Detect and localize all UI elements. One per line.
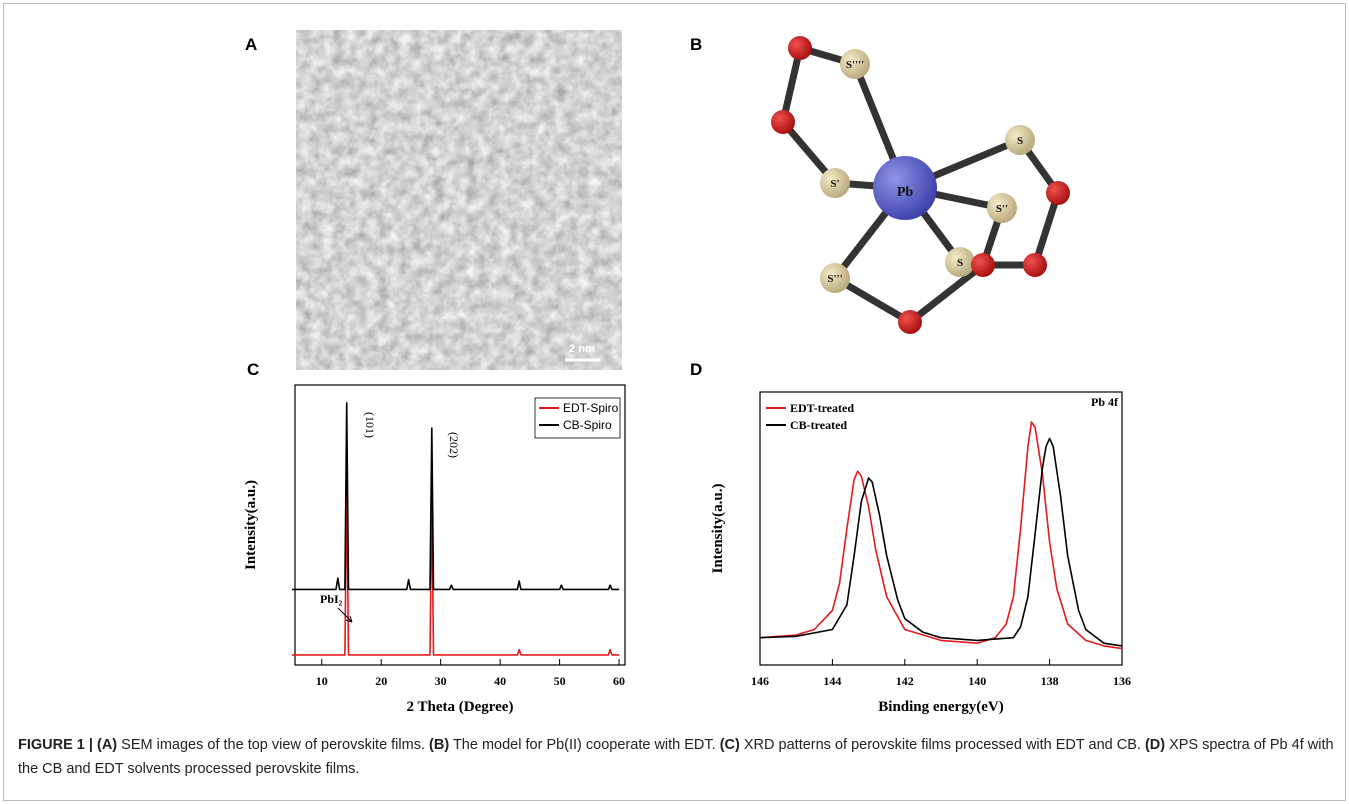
- x-tick-label: 10: [316, 674, 328, 688]
- sulfur-atoms: [820, 49, 1035, 293]
- caption-label: (D): [1144, 737, 1166, 753]
- panel-label: B: [690, 35, 702, 54]
- x-tick-label: 30: [435, 674, 447, 688]
- atom-label: S'''': [846, 59, 864, 71]
- atom-label: Pb: [897, 185, 914, 200]
- legend-label: CB-treated: [790, 418, 847, 432]
- data-line: [292, 482, 620, 656]
- panel-label: C: [247, 360, 259, 379]
- x-axis-label: Binding energy(eV): [878, 699, 1003, 715]
- caption-label: (C): [719, 737, 740, 753]
- x-axis-label: 2 Theta (Degree): [407, 699, 514, 715]
- x-tick-label: 138: [1041, 674, 1059, 688]
- plot-frame: [759, 391, 1123, 666]
- caption-figure: FIGURE 1 |: [18, 737, 93, 753]
- x-tick-label: 50: [554, 674, 566, 688]
- data-line: [759, 437, 1123, 647]
- x-tick-label: 60: [613, 674, 625, 688]
- legend-label: CB-Spiro: [563, 418, 612, 432]
- x-tick-label: 144: [823, 674, 841, 688]
- lead-atom: [873, 156, 937, 220]
- atom-label: S''': [827, 273, 842, 285]
- caption-text: XPS spectra of Pb 4f with the CB and EDT…: [18, 737, 1334, 777]
- x-tick-label: 40: [494, 674, 506, 688]
- caption-text: The model for Pb(II) cooperate with EDT.: [452, 737, 716, 753]
- caption-label: (A): [97, 737, 118, 753]
- oxygen-atoms: [771, 36, 1070, 334]
- atom-label: S: [957, 257, 963, 269]
- x-tick-label: 142: [896, 674, 914, 688]
- panel-label: D: [690, 360, 702, 379]
- oxygen-atom: [971, 253, 995, 277]
- x-tick-label: 140: [968, 674, 986, 688]
- caption-text: XRD patterns of perovskite films process…: [743, 737, 1141, 753]
- y-axis-label: Intensity(a.u.): [710, 483, 726, 573]
- x-tick-label: 20: [375, 674, 387, 688]
- caption-text: SEM images of the top view of perovskite…: [121, 737, 425, 753]
- figure-border: [3, 3, 1346, 801]
- annotation: PbI₂: [320, 592, 343, 606]
- atom-label: S': [830, 178, 839, 190]
- atom-label: S'': [996, 203, 1008, 215]
- annotation: Pb 4f: [1091, 395, 1119, 409]
- annotation: (101): [363, 412, 377, 438]
- legend-label: EDT-treated: [790, 401, 854, 415]
- annotation-arrow: [337, 607, 353, 623]
- sem-image: [296, 30, 622, 370]
- legend-label: EDT-Spiro: [563, 401, 619, 415]
- caption: FIGURE 1 | (A) SEM images of the top vie…: [18, 733, 1338, 781]
- y-axis-label: Intensity(a.u.): [243, 480, 259, 570]
- annotation: (202): [447, 432, 461, 458]
- x-tick-label: 136: [1113, 674, 1131, 688]
- data-line: [292, 402, 620, 591]
- atom-label: S: [1017, 135, 1023, 147]
- data-line: [759, 421, 1123, 650]
- scale-bar-label: 2 nm: [569, 343, 595, 355]
- plot-frame: [294, 384, 626, 666]
- legend-box: [534, 397, 621, 439]
- caption-label: (B): [429, 737, 450, 753]
- x-tick-label: 146: [751, 674, 769, 688]
- panel-label: A: [245, 35, 257, 54]
